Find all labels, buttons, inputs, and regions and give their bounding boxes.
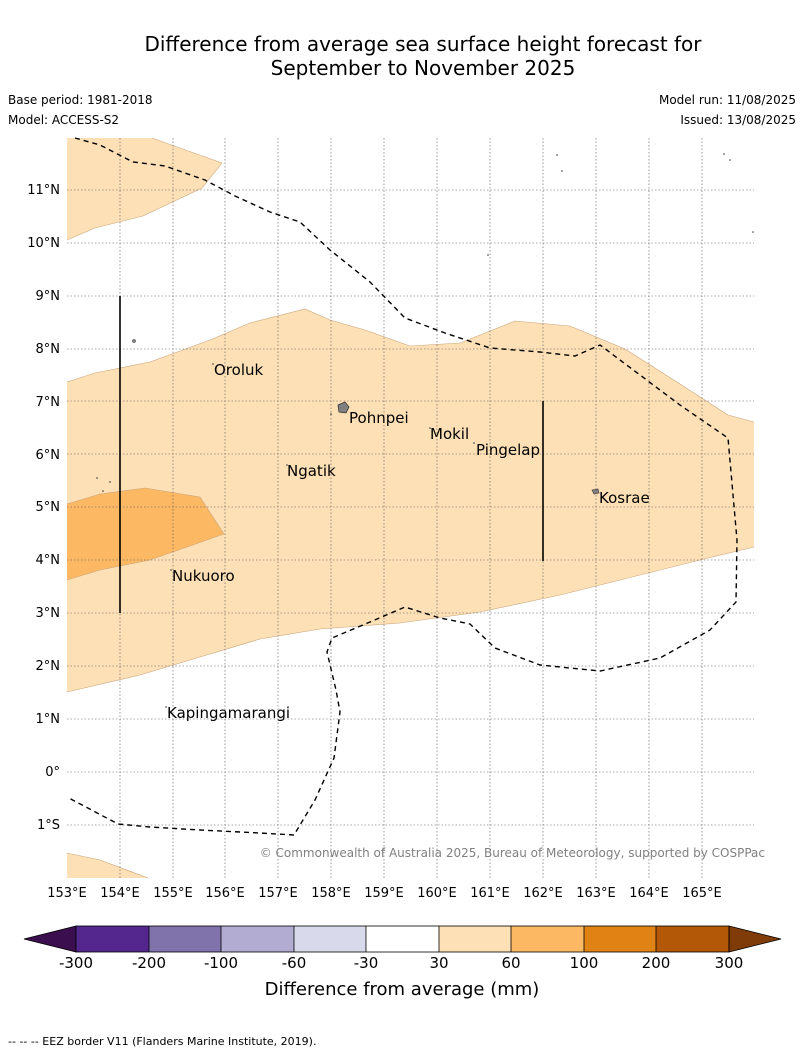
lat-label: 9°N bbox=[36, 289, 61, 304]
contour-line bbox=[66, 546, 755, 693]
gridlines bbox=[67, 138, 754, 878]
colorbar-title: Difference from average (mm) bbox=[265, 979, 540, 1000]
anomaly-region-south bbox=[67, 853, 148, 878]
colorbar-tick: 30 bbox=[429, 954, 448, 972]
kosrae-island bbox=[591, 488, 600, 495]
pohnpei-island bbox=[337, 401, 350, 414]
lon-label: 160°E bbox=[417, 886, 457, 901]
lon-label: 155°E bbox=[153, 886, 193, 901]
lat-label: 8°N bbox=[36, 342, 61, 357]
colorbar-segment bbox=[439, 926, 511, 952]
colorbar-segment bbox=[584, 926, 656, 952]
anomaly-region-60-100 bbox=[67, 488, 224, 580]
colorbar-segment bbox=[221, 926, 294, 952]
lat-label: 1°N bbox=[36, 712, 61, 727]
colorbar-segment bbox=[294, 926, 366, 952]
lat-label: 11°N bbox=[27, 183, 60, 198]
lon-label: 156°E bbox=[205, 886, 245, 901]
label-ngatik: Ngatik bbox=[287, 462, 336, 480]
label-kapingamarangi: Kapingamarangi bbox=[167, 704, 290, 722]
colorbar-tick: -100 bbox=[204, 954, 238, 972]
lat-label: 4°N bbox=[36, 553, 61, 568]
colorbar-segment bbox=[149, 926, 221, 952]
lat-label: 10°N bbox=[27, 236, 60, 251]
colorbar-tick: 200 bbox=[642, 954, 671, 972]
lat-label: 0° bbox=[45, 765, 60, 780]
label-oroluk: Oroluk bbox=[214, 361, 263, 379]
model-run: Model run: 11/08/2025 bbox=[658, 93, 796, 107]
contour-line bbox=[66, 137, 223, 241]
contour-line bbox=[66, 852, 149, 879]
colorbar-segment bbox=[656, 926, 729, 952]
map-figure: Oroluk Pohnpei Mokil Pingelap Ngatik Kos… bbox=[23, 137, 782, 1000]
label-kosrae: Kosrae bbox=[599, 489, 650, 507]
colorbar-tick: -30 bbox=[354, 954, 379, 972]
lat-label: 2°N bbox=[36, 659, 61, 674]
model-name: Model: ACCESS-S2 bbox=[8, 113, 120, 127]
colorbar-extend-low bbox=[23, 925, 77, 953]
anomaly-region-north bbox=[67, 138, 222, 240]
colorbar: -300 -200 -100 -60 -30 30 60 100 200 300… bbox=[23, 925, 782, 1000]
lon-label: 164°E bbox=[629, 886, 669, 901]
anomaly-region-central bbox=[67, 309, 754, 692]
lon-label: 162°E bbox=[523, 886, 563, 901]
colorbar-segment bbox=[511, 926, 584, 952]
lon-label: 158°E bbox=[311, 886, 351, 901]
colorbar-tick: -200 bbox=[132, 954, 166, 972]
lat-label: 5°N bbox=[36, 500, 61, 515]
colorbar-segment bbox=[366, 926, 439, 952]
colorbar-segment bbox=[76, 926, 149, 952]
lon-label: 153°E bbox=[47, 886, 87, 901]
colorbar-tick: 60 bbox=[501, 954, 520, 972]
copyright-notice: © Commonwealth of Australia 2025, Bureau… bbox=[260, 846, 765, 860]
lat-label: 6°N bbox=[36, 448, 61, 463]
base-period: Base period: 1981-2018 bbox=[8, 93, 153, 107]
lat-label: 1°S bbox=[37, 818, 60, 833]
colorbar-tick: 100 bbox=[570, 954, 599, 972]
lon-label: 157°E bbox=[258, 886, 298, 901]
latitude-axis: 11°N 10°N 9°N 8°N 7°N 6°N 5°N 4°N 3°N 2°… bbox=[27, 183, 60, 833]
lat-label: 3°N bbox=[36, 606, 61, 621]
contour-line bbox=[66, 308, 755, 423]
eez-legend-note: -- -- -- EEZ border V11 (Flanders Marine… bbox=[8, 1035, 317, 1048]
colorbar-tick: -300 bbox=[59, 954, 93, 972]
issued-date: Issued: 13/08/2025 bbox=[680, 113, 796, 127]
title-line-1: Difference from average sea surface heig… bbox=[144, 32, 702, 56]
colorbar-tick: 300 bbox=[715, 954, 744, 972]
lon-label: 163°E bbox=[576, 886, 616, 901]
lon-label: 154°E bbox=[100, 886, 140, 901]
eez-borders bbox=[66, 137, 738, 836]
islands bbox=[96, 153, 754, 708]
label-mokil: Mokil bbox=[430, 425, 469, 443]
lat-label: 7°N bbox=[36, 395, 61, 410]
lon-label: 159°E bbox=[364, 886, 404, 901]
longitude-axis: 153°E 154°E 155°E 156°E 157°E 158°E 159°… bbox=[47, 886, 722, 901]
colorbar-tick: -60 bbox=[282, 954, 307, 972]
colorbar-extend-high bbox=[728, 925, 782, 953]
label-nukuoro: Nukuoro bbox=[172, 567, 235, 585]
map-title: Difference from average sea surface heig… bbox=[0, 32, 804, 80]
lon-label: 165°E bbox=[682, 886, 722, 901]
label-pohnpei: Pohnpei bbox=[349, 409, 409, 427]
lon-label: 161°E bbox=[470, 886, 510, 901]
contour-line bbox=[66, 487, 225, 581]
title-line-2: September to November 2025 bbox=[270, 56, 576, 80]
label-pingelap: Pingelap bbox=[476, 441, 540, 459]
